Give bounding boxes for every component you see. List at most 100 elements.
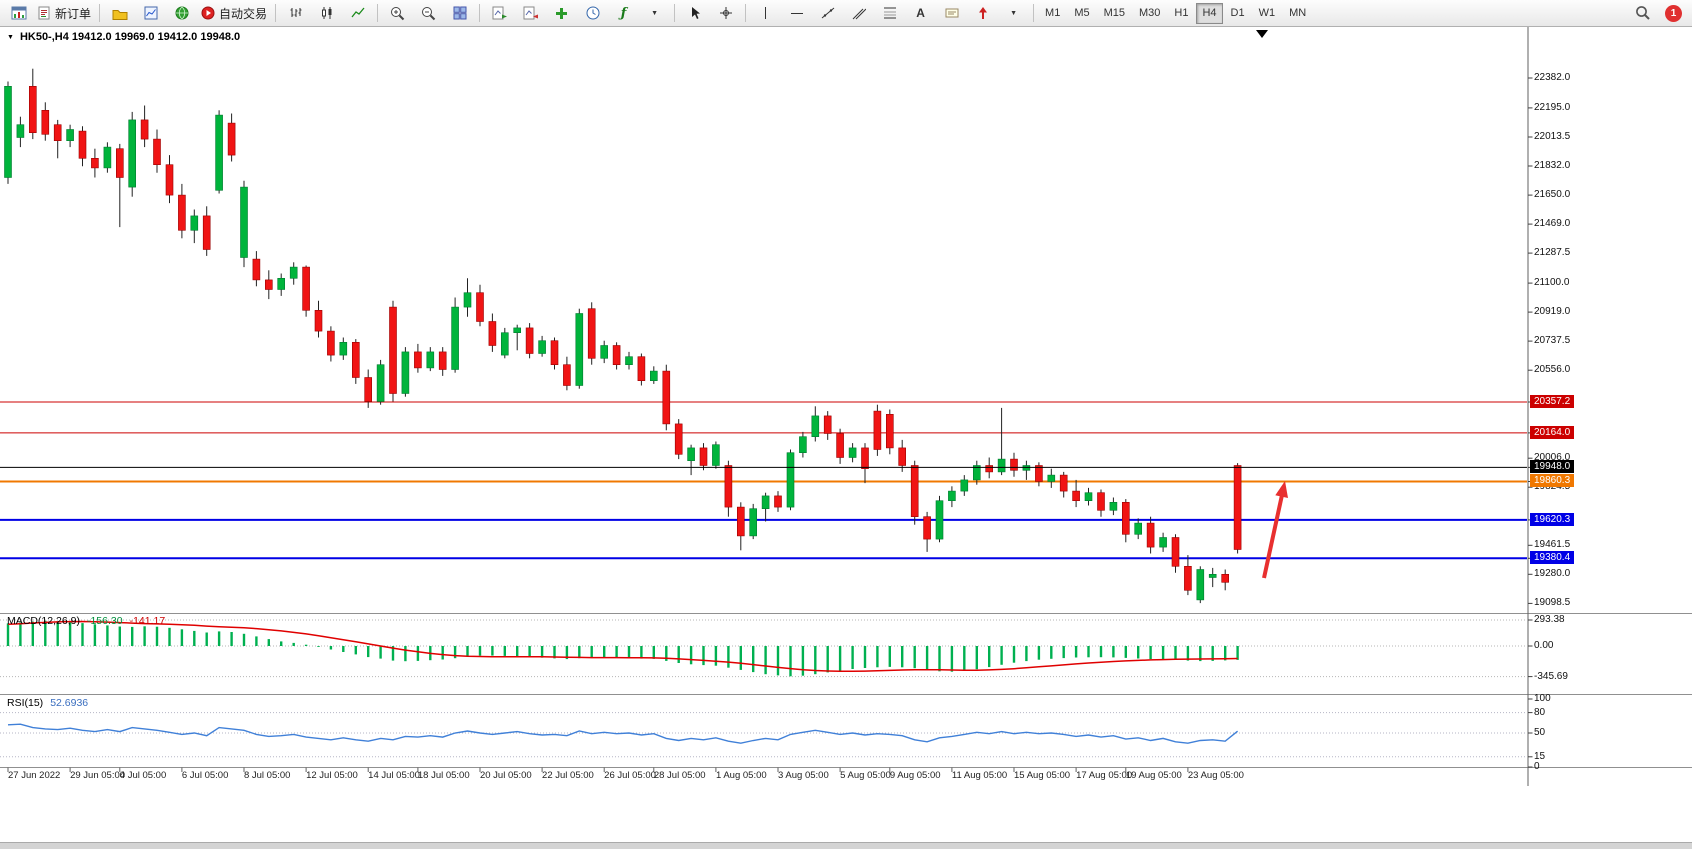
zoom-in-button[interactable] (382, 1, 413, 25)
price-line-badge: 19620.3 (1530, 512, 1575, 526)
new-chart-icon (11, 6, 27, 20)
price-tick-label: 21650.0 (1534, 189, 1571, 201)
indicators-dropdown-button[interactable]: ▼ (639, 1, 670, 25)
cursor-tool-button[interactable] (679, 1, 710, 25)
rsi-axis-label: 0 (1534, 761, 1540, 772)
price-tick-label: 20556.0 (1534, 364, 1571, 376)
trendline-tool-button[interactable] (812, 1, 843, 25)
market-watch-icon (144, 6, 158, 20)
timeframe-m30-button[interactable]: M30 (1139, 7, 1161, 19)
new-template-icon (555, 7, 568, 20)
bar-chart-button[interactable] (280, 1, 311, 25)
period-clock-icon (586, 6, 600, 20)
text-tool-button[interactable]: A (905, 1, 936, 25)
arrows-dropdown-button[interactable]: ▼ (998, 1, 1029, 25)
price-tick-label: 21100.0 (1534, 277, 1570, 289)
price-tick-label: 21287.5 (1534, 247, 1571, 259)
toolbar: 新订单 自动交易 ƒ ▼ A ▼ M1 M5 M15 M30 H1 H4 D1 W1 MN 1 (0, 0, 1692, 27)
price-tick-label: 20006.0 (1534, 452, 1571, 464)
cursor-tool-icon (689, 6, 701, 20)
rsi-axis-label: 100 (1534, 693, 1551, 704)
rsi-value: 52.6936 (50, 697, 89, 709)
quote-toggle-icon[interactable]: ▼ (7, 33, 14, 41)
tile-windows-icon (453, 6, 467, 20)
price-tick-label: 19280.0 (1534, 568, 1571, 580)
vertical-line-tool-button[interactable] (750, 1, 781, 25)
horizontal-line-tool-icon (790, 9, 804, 18)
chart-title-text: HK50-,H4 19412.0 19969.0 19412.0 19948.0 (19, 31, 241, 43)
bar-chart-icon (289, 6, 303, 20)
price-tick-label: 22195.0 (1534, 101, 1571, 113)
auto-scroll-icon (492, 6, 508, 20)
market-watch-button[interactable] (135, 1, 166, 25)
toolbar-separator (674, 4, 676, 22)
timeframe-mn-button[interactable]: MN (1289, 7, 1307, 19)
toolbar-separator (1033, 4, 1035, 22)
timeframe-h4-button[interactable]: H4 (1196, 2, 1223, 24)
search-button[interactable] (1627, 1, 1658, 25)
price-tick-label: 20919.0 (1534, 306, 1571, 318)
candlestick-chart-button[interactable] (311, 1, 342, 25)
label-tool-button[interactable] (936, 1, 967, 25)
macd-axis-label: -345.69 (1534, 670, 1568, 682)
timeframe-m1-button[interactable]: M1 (1045, 7, 1061, 19)
new-order-label: 新订单 (55, 6, 92, 21)
chart-shift-icon (523, 6, 539, 20)
horizontal-line-tool-button[interactable] (781, 1, 812, 25)
profiles-button[interactable] (104, 1, 135, 25)
price-tick-label: 19098.5 (1534, 597, 1571, 609)
chart-title: ▼ HK50-,H4 19412.0 19969.0 19412.0 19948… (7, 31, 240, 43)
notifications-badge[interactable]: 1 (1665, 4, 1682, 22)
rsi-axis-label: 50 (1534, 727, 1546, 738)
period-clock-button[interactable] (577, 1, 608, 25)
chart-shift-button[interactable] (515, 1, 546, 25)
macd-main-value: -156.30 (86, 615, 123, 627)
new-chart-button[interactable] (3, 1, 34, 25)
auto-trading-icon (201, 6, 215, 20)
line-chart-button[interactable] (342, 1, 373, 25)
profiles-icon (112, 7, 128, 20)
crosshair-tool-button[interactable] (710, 1, 741, 25)
indicators-button[interactable]: ƒ (608, 1, 639, 25)
navigator-button[interactable] (166, 1, 197, 25)
indicators-icon: ƒ (620, 5, 627, 21)
zoom-out-icon (421, 6, 436, 21)
search-icon (1635, 5, 1651, 21)
rsi-axis-label: 80 (1534, 706, 1546, 718)
fibonacci-tool-icon (883, 6, 897, 20)
new-template-button[interactable] (546, 1, 577, 25)
auto-trading-button[interactable]: 自动交易 (197, 1, 271, 25)
timeframe-h1-button[interactable]: H1 (1174, 7, 1189, 19)
toolbar-separator (99, 4, 101, 22)
new-order-icon (38, 6, 51, 20)
macd-axis-label: 293.38 (1534, 613, 1565, 625)
new-order-button[interactable]: 新订单 (34, 1, 95, 25)
trendline-tool-icon (821, 6, 835, 20)
rsi-axis-label: 15 (1534, 750, 1546, 762)
zoom-out-button[interactable] (413, 1, 444, 25)
price-tick-label: 19461.5 (1534, 539, 1571, 551)
zoom-in-icon (390, 6, 405, 21)
timeframe-m5-button[interactable]: M5 (1074, 7, 1090, 19)
price-tick-label: 20737.5 (1534, 335, 1571, 347)
equidistant-channel-tool-button[interactable] (843, 1, 874, 25)
rsi-name: RSI(15) (7, 697, 44, 709)
timeframe-d1-button[interactable]: D1 (1230, 7, 1245, 19)
price-line-badge: 19380.4 (1530, 551, 1575, 565)
price-line-badge: 20164.0 (1530, 425, 1575, 439)
tile-windows-button[interactable] (444, 1, 475, 25)
timeframe-m15-button[interactable]: M15 (1103, 7, 1125, 19)
auto-scroll-button[interactable] (484, 1, 515, 25)
toolbar-separator (479, 4, 481, 22)
arrows-tool-button[interactable] (967, 1, 998, 25)
price-tick-label: 22382.0 (1534, 72, 1571, 83)
price-axis[interactable]: 22382.0 22195.0 22013.5 21832.0 21650.0 21469… (1529, 0, 1691, 849)
indicators-dropdown-icon: ▼ (651, 9, 658, 17)
timeframe-w1-button[interactable]: W1 (1258, 7, 1276, 19)
equidistant-channel-tool-icon (852, 6, 866, 20)
navigator-icon (175, 6, 189, 20)
fibonacci-tool-button[interactable] (874, 1, 905, 25)
